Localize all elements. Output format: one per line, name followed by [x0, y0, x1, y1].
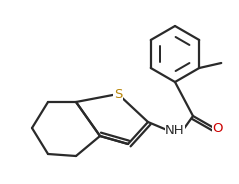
Text: S: S [114, 88, 122, 100]
Text: NH: NH [165, 123, 185, 137]
Text: O: O [213, 121, 223, 135]
